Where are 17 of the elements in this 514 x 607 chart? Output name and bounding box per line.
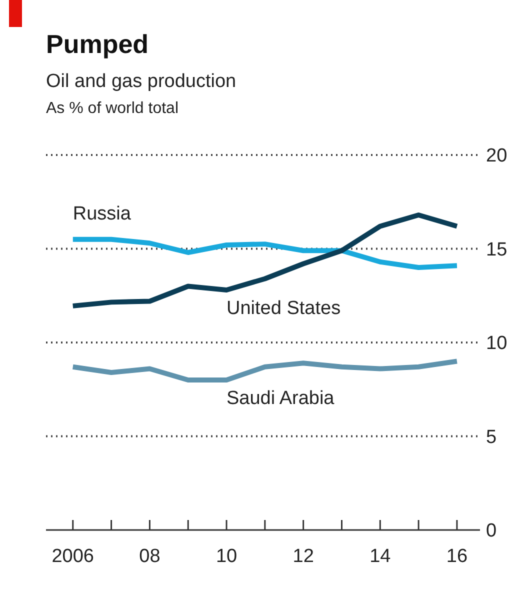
x-tick-label: 10: [216, 546, 238, 567]
y-tick-label: 5: [486, 426, 497, 448]
y-tick-label: 20: [486, 146, 508, 167]
x-tick-label: 08: [139, 546, 160, 567]
chart-title: Pumped: [46, 29, 149, 59]
x-tick-label: 12: [292, 546, 314, 567]
series-label: United States: [226, 298, 341, 319]
y-axis-title: As % of world total: [46, 100, 178, 117]
y-tick-label: 15: [486, 239, 508, 260]
y-tick-label: 10: [486, 333, 508, 354]
chart-subtitle: Oil and gas production: [46, 71, 236, 92]
y-tick-label: 0: [486, 520, 497, 542]
x-tick-label: 14: [370, 546, 392, 567]
series-label: Saudi Arabia: [226, 388, 335, 409]
x-tick-label: 2006: [52, 546, 94, 567]
x-tick-label: 16: [446, 546, 468, 567]
series-label: Russia: [72, 203, 132, 224]
